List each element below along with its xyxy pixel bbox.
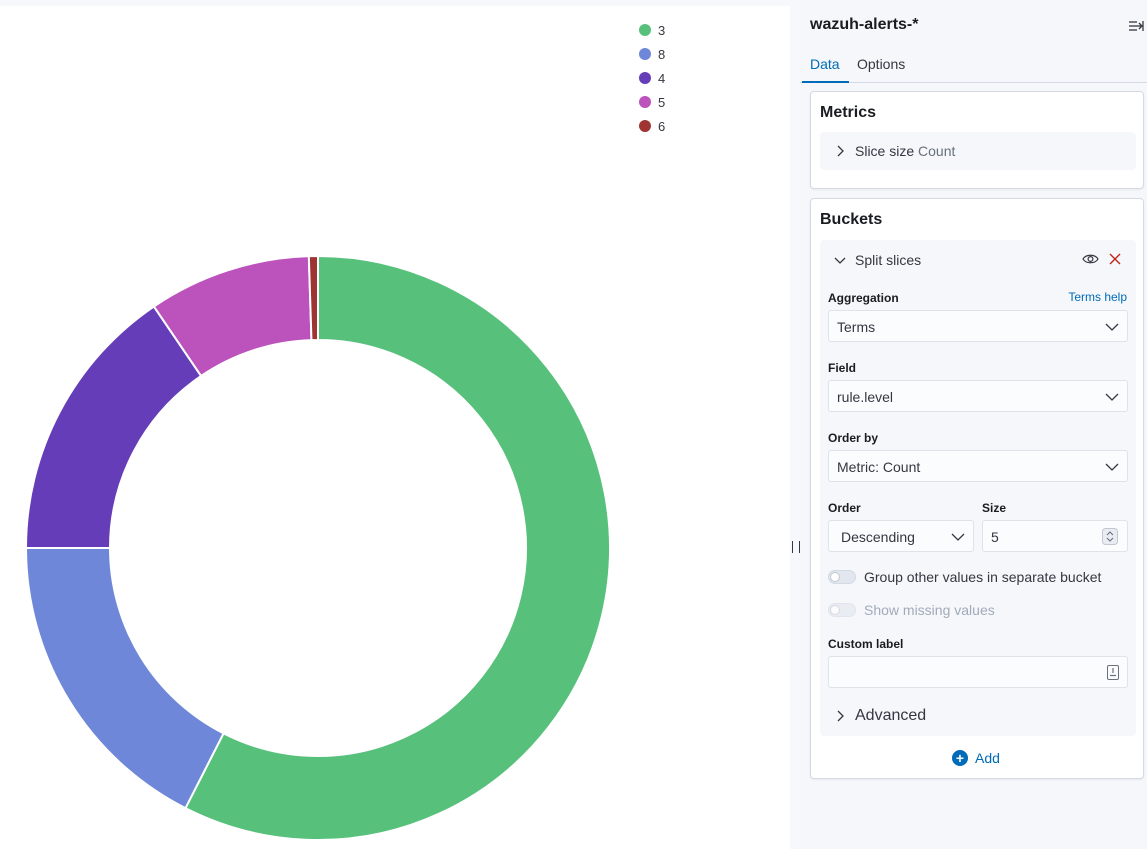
slice-4[interactable] — [24, 305, 203, 549]
legend-item-4[interactable]: 4 — [639, 66, 665, 90]
chevron-down-icon — [1105, 323, 1119, 331]
order-label: Order — [828, 501, 861, 515]
buckets-title: Buckets — [820, 211, 883, 228]
legend-item-6[interactable]: 6 — [639, 114, 665, 138]
tab-options[interactable]: Options — [857, 56, 906, 72]
chevron-down-icon — [951, 533, 965, 541]
custom-label-input[interactable] — [828, 656, 1128, 688]
cross-icon[interactable] — [1109, 253, 1121, 265]
chevron-right-icon[interactable] — [834, 710, 846, 722]
chevron-down-icon — [1105, 393, 1119, 401]
legend-item-5[interactable]: 5 — [639, 90, 665, 114]
legend-swatch — [639, 96, 651, 108]
legend-label: 3 — [658, 22, 666, 38]
tab-data[interactable]: Data — [810, 56, 840, 72]
legend-label: 6 — [658, 118, 666, 134]
legend-label: 8 — [658, 46, 666, 62]
group-other-toggle[interactable] — [828, 570, 856, 584]
plus-circle-icon: + — [952, 750, 968, 766]
chevron-down-icon — [1105, 463, 1119, 471]
legend-item-3[interactable]: 3 — [639, 18, 665, 42]
size-label: Size — [982, 501, 1007, 515]
group-other-label: Group other values in separate bucket — [864, 569, 1102, 585]
size-value: 5 — [991, 529, 999, 545]
metrics-card: Metrics Slice size Count — [810, 91, 1144, 189]
add-label: Add — [975, 750, 1000, 766]
legend-item-8[interactable]: 8 — [639, 42, 665, 66]
editor-panel: wazuh-alerts-* Data Options Metrics Slic… — [800, 0, 1147, 849]
buckets-card: Buckets Split slices Aggregation Terms h… — [810, 198, 1144, 779]
order-select[interactable]: Descending — [828, 520, 974, 552]
donut-chart — [24, 254, 611, 841]
aggregation-select[interactable]: Terms — [828, 310, 1128, 342]
active-tab-indicator — [802, 81, 849, 83]
aggregation-label: Aggregation — [828, 291, 899, 305]
show-missing-label: Show missing values — [864, 602, 995, 618]
index-pattern-title: wazuh-alerts-* — [810, 16, 919, 33]
legend-swatch — [639, 120, 651, 132]
metrics-title: Metrics — [820, 104, 877, 121]
chart-legend: 3 8 4 5 6 — [639, 18, 665, 138]
canvas-top-strip — [0, 0, 790, 6]
editor-tabs: Data Options — [800, 48, 1147, 83]
slice-size-label: Slice size Count — [855, 143, 955, 159]
split-slices-label[interactable]: Split slices — [855, 252, 922, 268]
terms-help-link[interactable]: Terms help — [1068, 290, 1127, 304]
slice-3[interactable] — [184, 254, 611, 841]
order-by-label: Order by — [828, 431, 879, 445]
add-bucket-button[interactable]: + Add — [952, 750, 1000, 766]
chevron-right-icon — [837, 145, 844, 157]
aggregation-value: Terms — [837, 319, 876, 335]
resize-handle[interactable] — [792, 541, 800, 555]
show-missing-toggle[interactable] — [828, 603, 856, 617]
order-value: Descending — [841, 529, 915, 545]
legend-swatch — [639, 24, 651, 36]
slice-size-text: Slice size — [855, 143, 915, 159]
legend-swatch — [639, 72, 651, 84]
custom-label-label: Custom label — [828, 637, 904, 651]
eye-icon[interactable] — [1082, 252, 1099, 266]
order-by-select[interactable]: Metric: Count — [828, 450, 1128, 482]
advanced-toggle[interactable]: Advanced — [855, 707, 927, 724]
slice-size-value: Count — [918, 143, 956, 159]
slice-8[interactable] — [24, 547, 225, 810]
visualization-canvas: 3 8 4 5 6 — [0, 0, 790, 841]
slice-6[interactable] — [307, 254, 319, 342]
chevron-down-icon[interactable] — [834, 254, 846, 266]
legend-label: 4 — [658, 70, 666, 86]
order-by-value: Metric: Count — [837, 459, 921, 475]
slice-size-accordion[interactable]: Slice size Count — [820, 132, 1136, 170]
field-value: rule.level — [837, 389, 894, 405]
text-input-icon — [1107, 665, 1119, 680]
legend-swatch — [639, 48, 651, 60]
field-select[interactable]: rule.level — [828, 380, 1128, 412]
field-label: Field — [828, 361, 857, 375]
size-input[interactable]: 5 — [982, 520, 1128, 552]
number-stepper-icon[interactable] — [1102, 528, 1118, 545]
collapse-panel-icon[interactable] — [1128, 18, 1144, 34]
legend-label: 5 — [658, 94, 666, 110]
